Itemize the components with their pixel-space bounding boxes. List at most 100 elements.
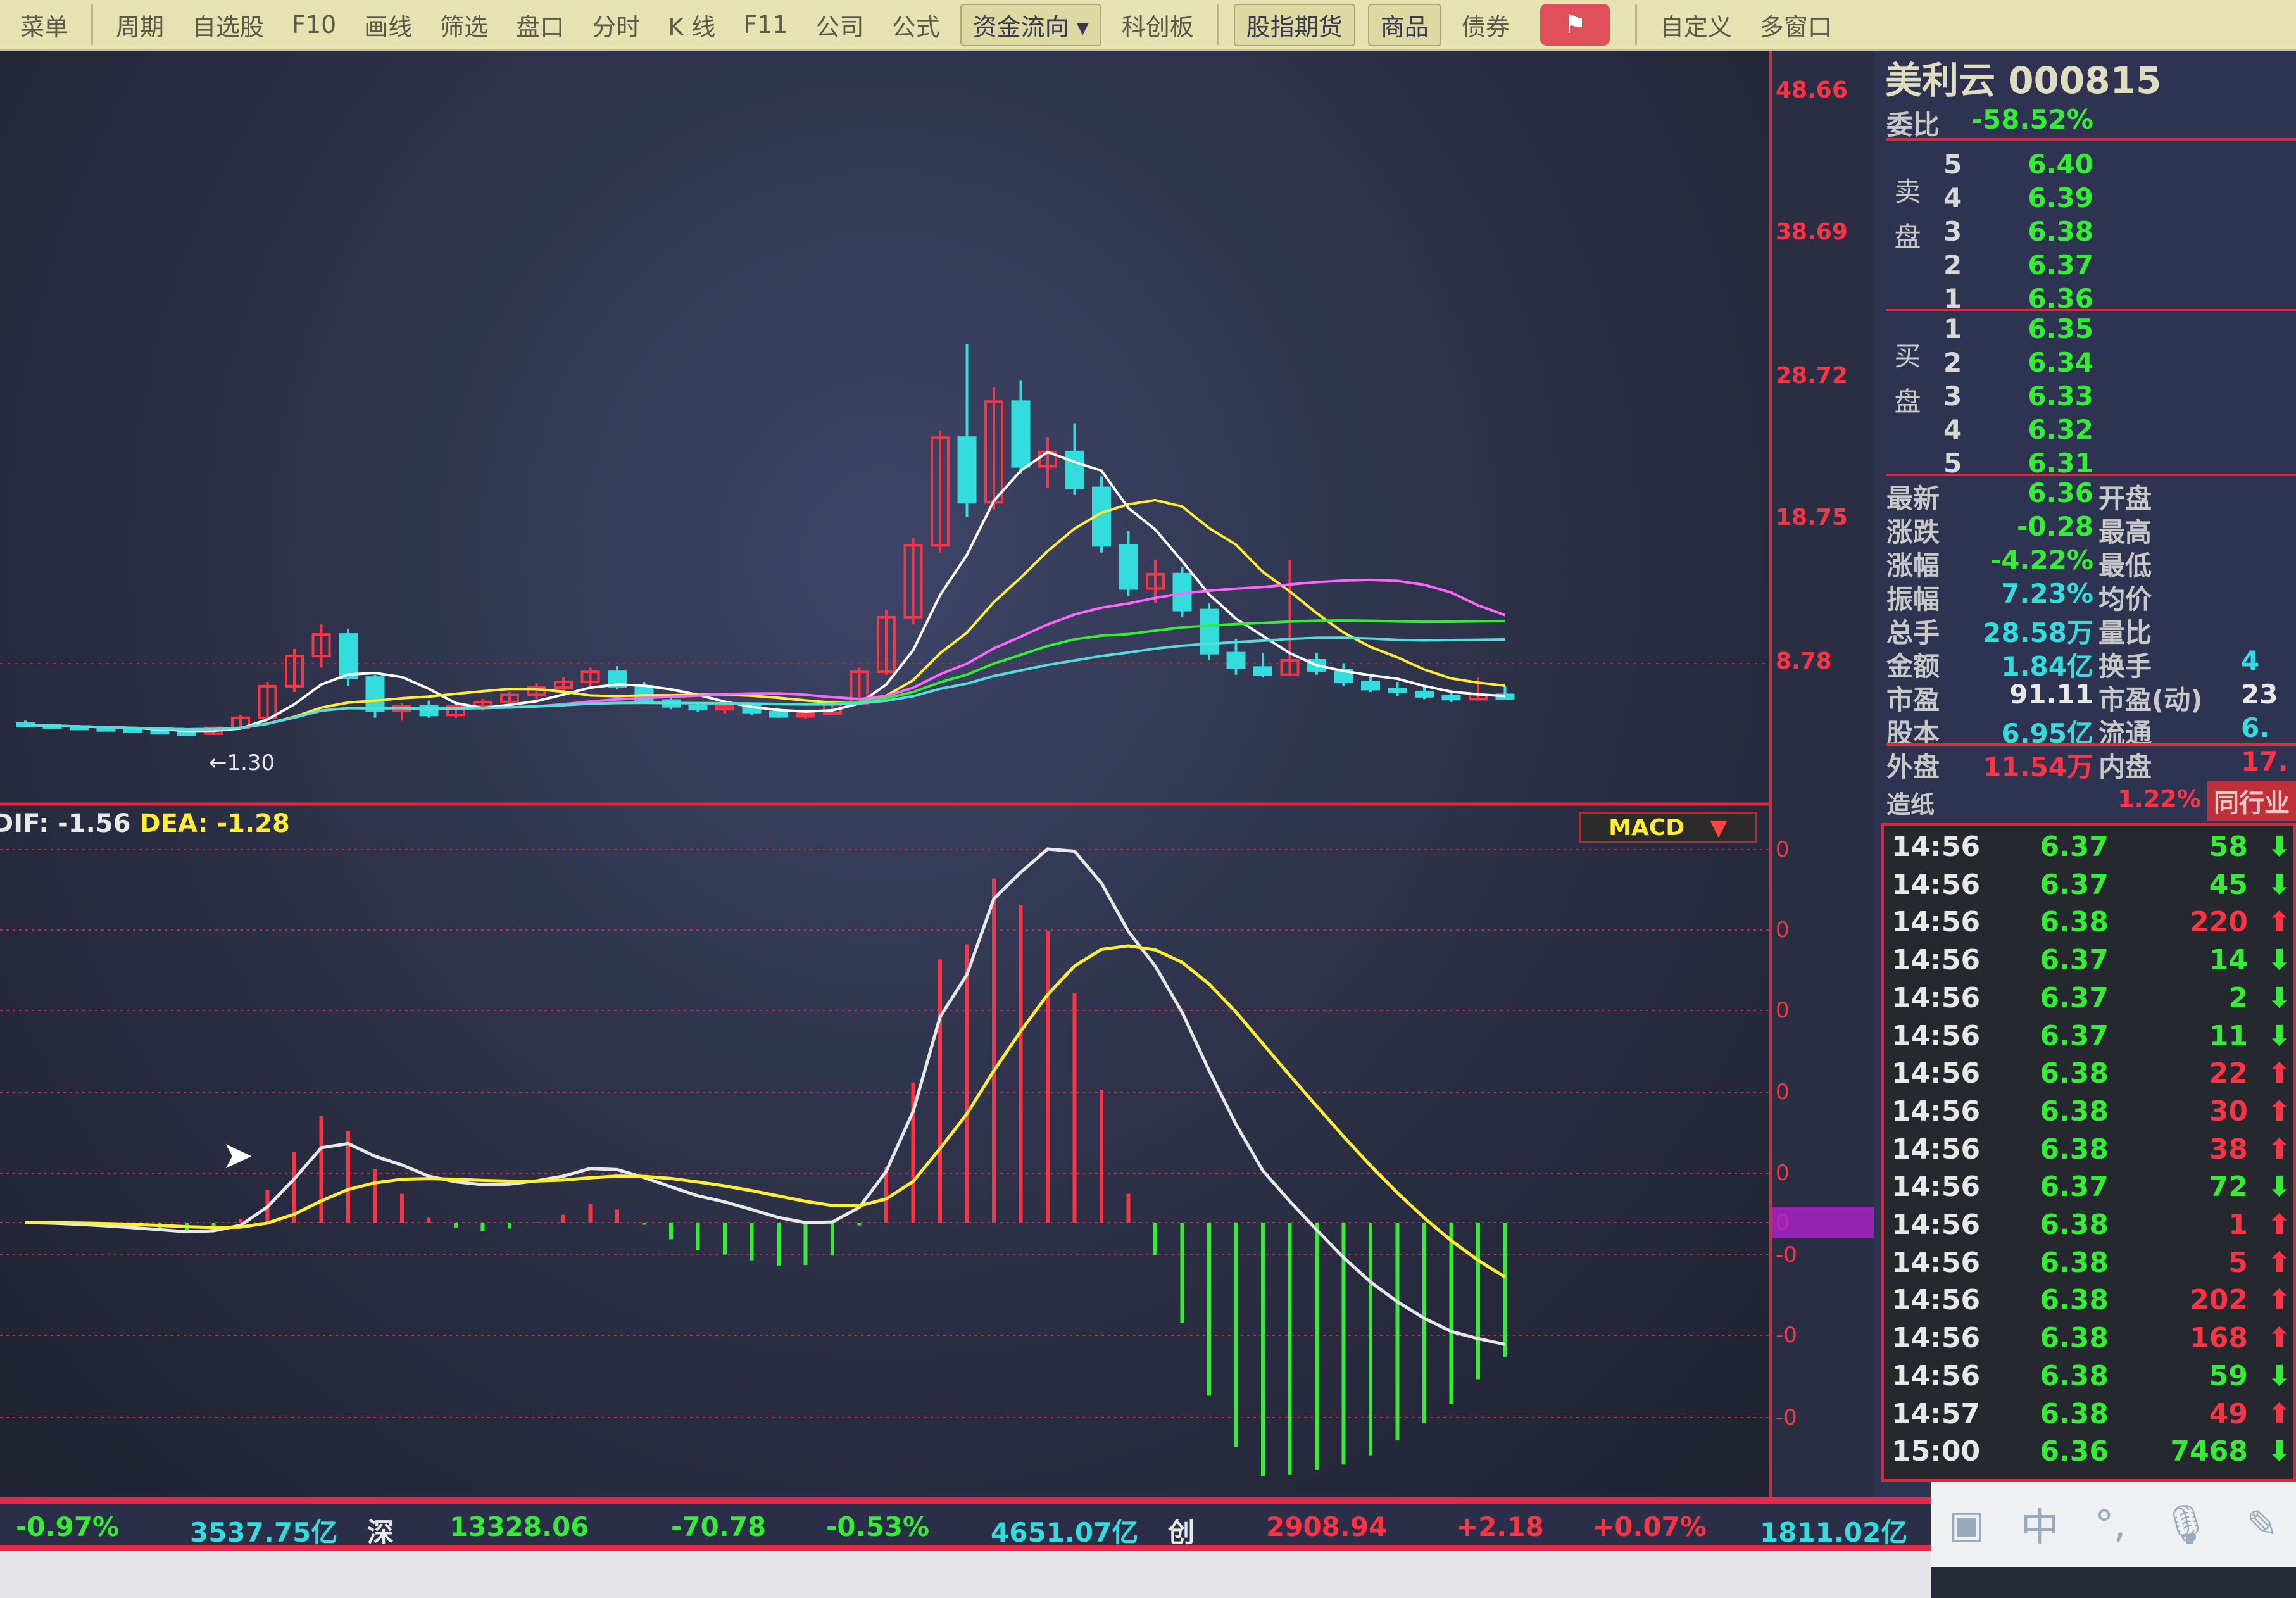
weibi-row: 委比 -58.52%	[1874, 104, 2296, 141]
fund-flow-label: 资金流向	[972, 13, 1069, 41]
tick-price: 6.38	[2040, 1322, 2109, 1355]
candle	[1361, 674, 1380, 692]
dea-value: DEA: -1.28	[139, 809, 290, 838]
ime-toolbar: ▣ 中 °, 🎙 ✎	[1931, 1482, 2296, 1567]
dropdown-triangle-icon: ▼	[1710, 814, 1728, 841]
sell-label: 卖盘	[1890, 177, 1921, 268]
tick-row: 14:56 6.38 22 ⬆	[1884, 1057, 2296, 1094]
tick-row: 14:56 6.38 168 ⬆	[1884, 1322, 2296, 1359]
toolbar-draw[interactable]: 画线	[364, 13, 413, 41]
candle	[365, 674, 385, 718]
tick-row: 14:56 6.37 2 ⬇	[1884, 982, 2296, 1019]
toolbar-futures[interactable]: 股指期货	[1233, 3, 1355, 46]
toolbar-bonds[interactable]: 债券	[1461, 13, 1510, 41]
arrow-up-icon: ⬆	[2268, 1322, 2291, 1355]
toolbar-f10[interactable]: F10	[292, 11, 337, 39]
ime-mode[interactable]: 中	[2021, 1506, 2059, 1550]
sell-price: 6.38	[2028, 216, 2093, 247]
candle	[392, 703, 411, 721]
candle-body	[1361, 681, 1380, 691]
sell-price: 6.37	[2028, 249, 2093, 280]
arrow-down-icon: ⬇	[2268, 1019, 2291, 1052]
candle-body	[339, 633, 358, 679]
sell-row: 3 6.38	[1874, 216, 2296, 249]
footer-bar	[0, 1551, 1931, 1598]
tick-volume: 45	[2209, 868, 2248, 901]
toolbar-intraday[interactable]: 分时	[592, 13, 641, 41]
buy-price: 6.35	[2028, 313, 2093, 344]
buy-level: 2	[1943, 347, 1962, 378]
screenshot-icon[interactable]: ▣	[1948, 1502, 1985, 1547]
punctuation-icon[interactable]: °,	[2095, 1502, 2126, 1547]
dif-line	[25, 847, 1506, 1346]
tick-volume: 38	[2209, 1133, 2248, 1166]
index-value: -0.97%	[16, 1511, 120, 1542]
tick-row: 14:56 6.38 202 ⬆	[1884, 1284, 2296, 1321]
stat-label: 最新	[1886, 483, 1940, 514]
brand-logo-icon[interactable]: ⚑	[1540, 4, 1610, 46]
candle-body	[527, 686, 546, 696]
tick-time: 14:56	[1891, 944, 1981, 977]
toolbar-orderbook[interactable]: 盘口	[516, 13, 565, 41]
tick-volume: 59	[2209, 1359, 2248, 1392]
toolbar-company[interactable]: 公司	[815, 13, 864, 41]
toolbar-f11[interactable]: F11	[743, 11, 788, 39]
toolbar-multi-window[interactable]: 多窗口	[1759, 13, 1832, 41]
toolbar-period[interactable]: 周期	[116, 13, 165, 41]
stat-value: -4.22%	[1990, 544, 2093, 576]
tick-price: 6.38	[2040, 1284, 2109, 1317]
toolbar-menu[interactable]: 菜单	[20, 13, 69, 41]
stat-row: 总手 28.58万 量比	[1874, 612, 2296, 648]
fund-flow-dropdown[interactable]: 资金流向 ▾	[960, 3, 1101, 46]
candle	[1092, 476, 1111, 553]
tick-row: 14:56 6.37 14 ⬇	[1884, 944, 2296, 981]
candle-body	[1119, 544, 1138, 590]
tick-list[interactable]: 14:56 6.37 58 ⬇ 14:56 6.37 45 ⬇ 14:56 6.38 220 ⬆ 14:…	[1881, 823, 2296, 1482]
ma40-line	[25, 636, 1505, 731]
indicator-selector[interactable]: MACD ▼	[1579, 812, 1757, 843]
ma10-line	[25, 498, 1505, 731]
candle	[285, 648, 304, 692]
tick-price: 6.37	[2040, 1171, 2109, 1204]
stat-row: 涨幅 -4.22% 最低	[1874, 544, 2296, 581]
candle	[339, 629, 358, 686]
tick-volume: 11	[2209, 1019, 2248, 1052]
toolbar-custom[interactable]: 自定义	[1659, 13, 1732, 41]
chevron-down-icon: ▾	[1076, 13, 1089, 41]
index-value: +2.18	[1456, 1511, 1544, 1542]
stock-title: 美利云 000815	[1885, 59, 2162, 102]
tick-time: 14:56	[1891, 981, 1981, 1014]
tick-time: 14:56	[1891, 1209, 1981, 1241]
toolbar-formula[interactable]: 公式	[891, 13, 940, 41]
buy-row: 5 6.31	[1874, 448, 2296, 481]
macd-axis-label: 0	[1776, 1079, 1790, 1105]
edit-icon[interactable]: ✎	[2246, 1502, 2278, 1547]
y-tick-label: 8.78	[1776, 648, 1832, 674]
macd-zero-highlight	[1772, 1207, 1874, 1238]
sell-row: 4 6.39	[1874, 182, 2296, 216]
tick-time: 14:56	[1891, 1057, 1981, 1090]
peer-industry-button[interactable]: 同行业	[2207, 781, 2296, 821]
toolbar-kline[interactable]: K 线	[668, 13, 716, 41]
divider	[1886, 743, 2296, 746]
candle-body	[580, 670, 600, 684]
sell-level: 5	[1943, 149, 1962, 180]
index-value: -70.78	[671, 1511, 767, 1542]
divider	[1216, 4, 1219, 45]
index-value: 创	[1168, 1517, 1195, 1548]
tick-volume: 2	[2228, 981, 2248, 1014]
toolbar-star-market[interactable]: 科创板	[1121, 13, 1194, 41]
toolbar-watchlist[interactable]: 自选股	[192, 13, 265, 41]
candle	[446, 703, 465, 718]
candle	[984, 387, 1003, 510]
microphone-icon[interactable]: 🎙	[2162, 1502, 2211, 1547]
stat-value-2: 4	[2241, 645, 2260, 676]
candle-body	[123, 727, 142, 733]
candle	[1334, 663, 1353, 686]
toolbar-commodity[interactable]: 商品	[1367, 3, 1441, 46]
toolbar-filter[interactable]: 筛选	[440, 13, 489, 41]
stat-label-2: 市盈(动)	[2098, 684, 2203, 715]
stat-value-2: 23	[2241, 679, 2278, 710]
candle-body	[258, 684, 277, 719]
arrow-down-icon: ⬇	[2268, 981, 2291, 1014]
